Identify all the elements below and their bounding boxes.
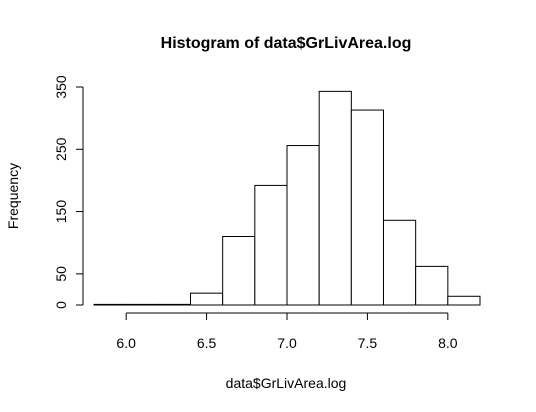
y-axis: 0 50 150 250 350 xyxy=(53,75,84,309)
x-axis: 6.0 6.5 7.0 7.5 8.0 xyxy=(116,312,458,351)
x-tick-label: 8.0 xyxy=(438,335,458,351)
histogram-bar xyxy=(222,235,256,306)
x-tick-label: 6.5 xyxy=(197,335,217,351)
y-tick-label: 350 xyxy=(53,75,69,99)
y-tick-label: 50 xyxy=(53,266,69,282)
chart-title: Histogram of data$GrLivArea.log xyxy=(161,35,412,52)
x-tick-label: 7.0 xyxy=(277,335,297,351)
y-tick-label: 150 xyxy=(53,200,69,224)
x-tick-label: 7.5 xyxy=(358,335,378,351)
y-tick-label: 250 xyxy=(53,137,69,161)
y-tick-label: 0 xyxy=(53,301,69,309)
histogram-bar xyxy=(318,90,352,306)
x-tick-label: 6.0 xyxy=(116,335,136,351)
histogram-bar xyxy=(125,303,159,306)
bars-group xyxy=(93,90,481,306)
histogram-bar xyxy=(190,292,224,306)
histogram-bar xyxy=(254,184,288,306)
histogram-bar xyxy=(350,109,384,306)
histogram-bar xyxy=(383,219,417,306)
histogram-bar xyxy=(157,303,191,306)
histogram-bar xyxy=(286,145,320,306)
x-axis-label: data$GrLivArea.log xyxy=(226,375,347,391)
y-axis-label: Frequency xyxy=(5,163,21,229)
histogram-bar xyxy=(93,303,127,306)
histogram-bar xyxy=(415,265,449,306)
histogram-bar xyxy=(447,295,481,306)
